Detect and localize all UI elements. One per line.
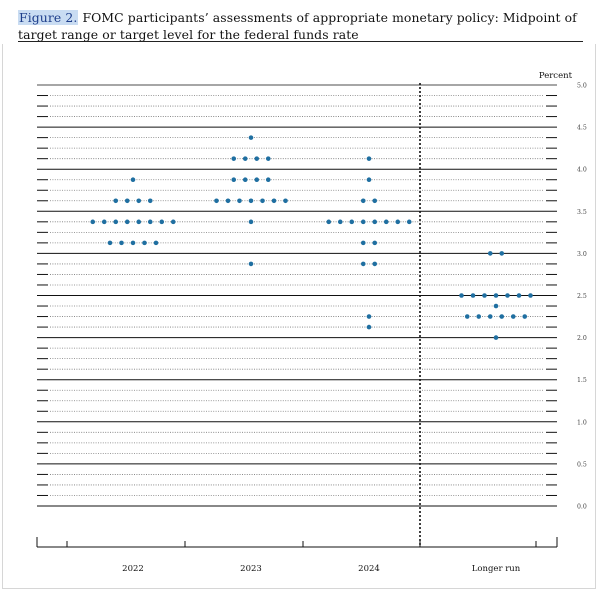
x-category-label: Longer run — [472, 564, 521, 574]
grid-lines — [37, 84, 557, 507]
data-dot — [136, 198, 142, 204]
data-dot — [482, 293, 487, 298]
y-tick-label: 2.0 — [577, 335, 587, 342]
data-dot — [231, 177, 237, 183]
figure-frame — [2, 44, 596, 589]
data-dot — [214, 198, 219, 204]
data-dot — [130, 177, 136, 183]
data-dot — [516, 293, 522, 298]
data-dot — [254, 156, 260, 161]
data-dot — [372, 261, 378, 267]
data-dot — [372, 219, 378, 225]
data-dot — [326, 219, 332, 225]
data-dot — [522, 314, 528, 319]
figure-label: Figure 2. — [18, 10, 79, 25]
data-dot — [476, 314, 482, 319]
data-dot — [366, 156, 372, 161]
data-dot — [248, 198, 254, 204]
data-dot — [510, 314, 516, 319]
data-dot — [283, 198, 288, 204]
data-dot — [372, 240, 378, 246]
y-tick-label: 0.0 — [577, 504, 587, 511]
data-dot — [119, 240, 124, 246]
caption-rule — [18, 41, 583, 42]
x-category-label: 2024 — [358, 564, 380, 574]
y-tick-label: 0.5 — [577, 461, 587, 468]
y-tick-label: 1.0 — [577, 419, 587, 426]
data-dot — [493, 293, 499, 298]
y-tick-label: 3.0 — [577, 251, 587, 258]
data-dot — [360, 261, 366, 267]
data-dot — [124, 219, 130, 225]
y-tick-label: 1.5 — [577, 377, 587, 384]
data-dot — [406, 219, 412, 225]
data-dot — [147, 198, 153, 204]
data-dot — [124, 198, 130, 204]
y-unit-label: Percent — [539, 71, 573, 81]
data-dot — [360, 198, 366, 204]
data-dot — [493, 303, 499, 309]
data-dot — [487, 314, 493, 319]
data-dot — [349, 219, 355, 225]
data-dot — [231, 156, 237, 161]
data-dot — [459, 293, 464, 298]
data-dot — [90, 219, 96, 225]
data-dot — [366, 314, 372, 319]
data-dot — [153, 240, 159, 246]
data-dot — [395, 219, 401, 225]
data-dot — [237, 198, 242, 204]
figure-caption: Figure 2. FOMC participants’ assessments… — [18, 9, 584, 43]
labels: 5.0 4.5 4.0 3.5 3.0 2.5 2.0 1.5 1.0 0.5 0.0 Percent… — [122, 71, 587, 574]
y-tick-label: 2.5 — [577, 293, 587, 300]
data-dot — [265, 177, 271, 183]
data-dot — [360, 219, 366, 225]
y-tick-label: 5.0 — [577, 83, 587, 90]
data-dot — [254, 177, 260, 183]
data-dot — [271, 198, 277, 204]
data-dot — [248, 135, 254, 140]
data-dot — [142, 240, 147, 246]
data-dot — [107, 240, 113, 246]
data-dot — [170, 219, 176, 225]
data-dot — [360, 240, 366, 246]
figure-title: FOMC participants’ assessments of approp… — [18, 10, 577, 42]
y-tick-label: 4.0 — [577, 167, 587, 174]
data-dot — [242, 177, 248, 183]
data-dot — [130, 240, 136, 246]
data-dot — [113, 198, 119, 204]
data-dot — [470, 293, 476, 298]
axes — [36, 83, 558, 548]
data-dot — [242, 156, 248, 161]
data-dot — [383, 219, 389, 225]
data-dot — [248, 261, 254, 267]
data-dot — [499, 314, 505, 319]
data-dot — [248, 219, 254, 225]
data-dot — [113, 219, 119, 225]
dots — [90, 135, 533, 340]
data-dot — [499, 251, 505, 256]
data-dot — [265, 156, 271, 161]
y-tick-label: 4.5 — [577, 125, 587, 132]
data-dot — [101, 219, 107, 225]
data-dot — [493, 335, 499, 340]
data-dot — [366, 177, 372, 183]
data-dot — [260, 198, 265, 204]
data-dot — [528, 293, 533, 298]
data-dot — [487, 251, 493, 256]
data-dot — [159, 219, 165, 225]
data-dot — [147, 219, 153, 225]
x-category-label: 2023 — [240, 564, 262, 574]
y-tick-label: 3.5 — [577, 209, 587, 216]
data-dot — [372, 198, 378, 204]
data-dot — [464, 314, 470, 319]
data-dot — [337, 219, 343, 225]
data-dot — [366, 324, 372, 330]
data-dot — [136, 219, 142, 225]
x-category-label: 2022 — [122, 564, 144, 574]
data-dot — [505, 293, 510, 298]
data-dot — [225, 198, 231, 204]
